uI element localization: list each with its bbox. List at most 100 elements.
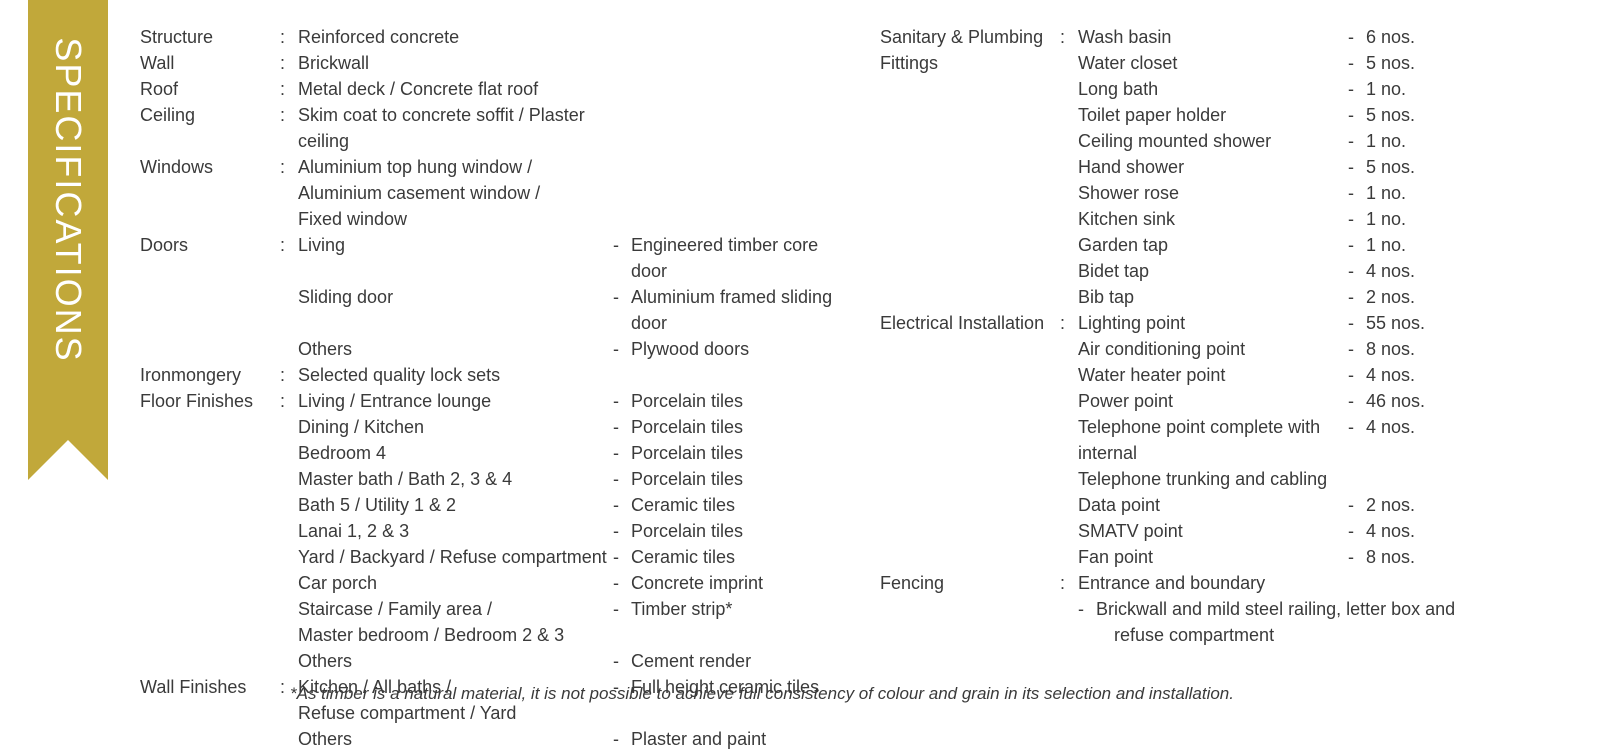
dash: -: [1348, 232, 1366, 258]
spec-label: [880, 180, 1060, 206]
spec-label: Windows: [140, 154, 280, 206]
spec-qty: 4 nos.: [1366, 362, 1432, 388]
spec-item: Reinforced concrete: [298, 24, 613, 50]
spec-label: Roof: [140, 76, 280, 102]
dash: [1078, 622, 1096, 648]
spec-value: Timber strip*: [631, 596, 840, 622]
dash: -: [1348, 206, 1366, 232]
spec-label: [880, 154, 1060, 180]
spec-row: Fan point-8 nos.: [880, 544, 1580, 570]
dash: -: [1348, 154, 1366, 180]
spec-row: Doors:Living-Engineered timber core door: [140, 232, 840, 284]
dash: -: [1348, 258, 1366, 284]
spec-row: Electrical Installation:Lighting point-5…: [880, 310, 1580, 336]
spec-row: Bath 5 / Utility 1 & 2-Ceramic tiles: [140, 492, 840, 518]
dash: -: [613, 648, 631, 674]
spec-row: Telephone trunking and cabling: [880, 466, 1580, 492]
spec-row: Roof:Metal deck / Concrete flat roof: [140, 76, 840, 102]
spec-row: Ceiling mounted shower-1 no.: [880, 128, 1580, 154]
spec-label: [140, 570, 280, 596]
spec-label: [880, 102, 1060, 128]
spec-label: [140, 206, 280, 232]
spec-value: Porcelain tiles: [631, 440, 840, 466]
spec-row: Wall:Brickwall: [140, 50, 840, 76]
dash: -: [1078, 596, 1096, 622]
spec-row: Bedroom 4-Porcelain tiles: [140, 440, 840, 466]
spec-item: Bath 5 / Utility 1 & 2: [298, 492, 613, 518]
spec-qty: 1 no.: [1366, 76, 1432, 102]
spec-label: [880, 336, 1060, 362]
spec-row: Data point-2 nos.: [880, 492, 1580, 518]
colon: [1060, 492, 1078, 518]
colon: [280, 544, 298, 570]
spec-item: Data point: [1078, 492, 1348, 518]
colon: :: [280, 154, 298, 206]
dash: -: [1348, 128, 1366, 154]
spec-item: Bedroom 4: [298, 440, 613, 466]
spec-item: Shower rose: [1078, 180, 1348, 206]
colon: [1060, 180, 1078, 206]
spec-item: Kitchen sink: [1078, 206, 1348, 232]
spec-item: Others: [298, 336, 613, 362]
colon: :: [280, 388, 298, 414]
spec-value: Plywood doors: [631, 336, 840, 362]
spec-item: Aluminium top hung window / Aluminium ca…: [298, 154, 613, 206]
spec-label: [880, 466, 1060, 492]
spec-item: Brickwall: [298, 50, 613, 76]
spec-label: Electrical Installation: [880, 310, 1060, 336]
spec-label: [880, 544, 1060, 570]
spec-label: Floor Finishes: [140, 388, 280, 414]
spec-row: Ceiling:Skim coat to concrete soffit / P…: [140, 102, 840, 154]
colon: [1060, 518, 1078, 544]
spec-item: Others: [298, 648, 613, 674]
colon: [280, 726, 298, 752]
ribbon-tail: [28, 440, 108, 480]
dash: -: [613, 544, 631, 570]
spec-ribbon: SPECIFICATIONS: [28, 0, 108, 500]
spec-label: [880, 362, 1060, 388]
colon: [1060, 232, 1078, 258]
spec-qty: 1 no.: [1366, 232, 1432, 258]
dash: -: [613, 388, 631, 414]
spec-qty: 5 nos.: [1366, 102, 1432, 128]
spec-row: Kitchen sink-1 no.: [880, 206, 1580, 232]
spec-row: -Brickwall and mild steel railing, lette…: [880, 596, 1580, 622]
spec-label: [140, 284, 280, 336]
spec-label: Doors: [140, 232, 280, 284]
spec-row: FittingsWater closet-5 nos.: [880, 50, 1580, 76]
spec-value: Porcelain tiles: [631, 414, 840, 440]
dash: -: [1348, 518, 1366, 544]
footnote: *As timber is a natural material, it is …: [290, 684, 1234, 704]
spec-value: Porcelain tiles: [631, 466, 840, 492]
colon: :: [1060, 24, 1078, 50]
spec-row: Lanai 1, 2 & 3-Porcelain tiles: [140, 518, 840, 544]
colon: [1060, 362, 1078, 388]
dash: -: [1348, 180, 1366, 206]
spec-label: [140, 336, 280, 362]
spec-item: Skim coat to concrete soffit / Plaster c…: [298, 102, 613, 154]
dash: -: [613, 336, 631, 362]
spec-value: Cement render: [631, 648, 840, 674]
spec-item: Ceiling mounted shower: [1078, 128, 1348, 154]
spec-qty: 1 no.: [1366, 206, 1432, 232]
dash: -: [613, 518, 631, 544]
spec-label: [880, 128, 1060, 154]
colon: [280, 518, 298, 544]
colon: [1060, 622, 1078, 648]
spec-label: [140, 622, 280, 648]
spec-item: Water heater point: [1078, 362, 1348, 388]
spec-label: [140, 596, 280, 622]
spec-label: [880, 284, 1060, 310]
spec-row: Fixed window: [140, 206, 840, 232]
colon: [1060, 128, 1078, 154]
spec-item: Sliding door: [298, 284, 613, 336]
colon: :: [280, 50, 298, 76]
spec-row: Windows:Aluminium top hung window / Alum…: [140, 154, 840, 206]
spec-row: Air conditioning point-8 nos.: [880, 336, 1580, 362]
spec-item: SMATV point: [1078, 518, 1348, 544]
spec-label: [880, 258, 1060, 284]
spec-item: Living: [298, 232, 613, 284]
colon: :: [280, 102, 298, 154]
spec-label: [880, 492, 1060, 518]
spec-row: Water heater point-4 nos.: [880, 362, 1580, 388]
